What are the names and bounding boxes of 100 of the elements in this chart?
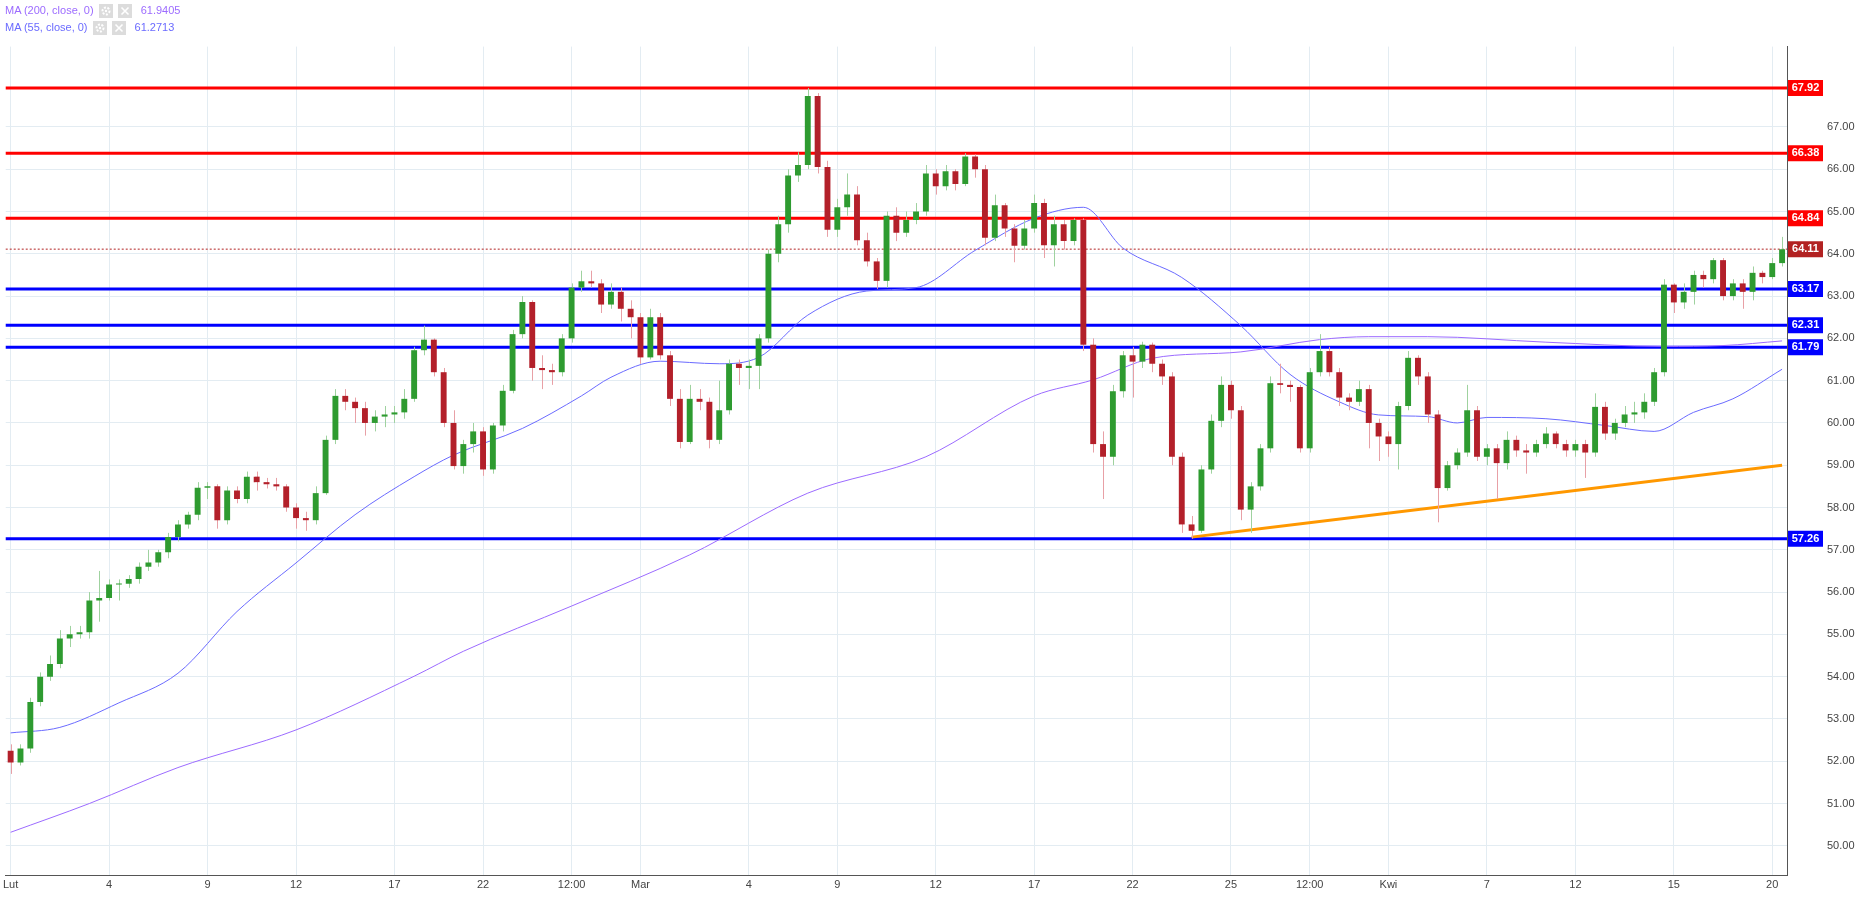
candlestick — [115, 578, 122, 602]
candlestick — [1247, 481, 1254, 534]
candlestick — [1779, 236, 1786, 267]
y-tick-label: 66.00 — [1827, 162, 1855, 175]
candlestick — [1287, 380, 1293, 403]
candlestick — [460, 439, 467, 475]
candlestick — [470, 422, 477, 454]
x-tick-label: Lut — [3, 878, 19, 891]
candlestick — [135, 561, 142, 585]
y-tick-label: 65.00 — [1827, 204, 1855, 217]
x-tick-label: 25 — [1224, 878, 1238, 891]
y-tick-label: 67.00 — [1827, 119, 1855, 132]
ref-line-label: 63.17 — [1791, 281, 1820, 294]
candlestick — [598, 278, 605, 314]
candlestick — [539, 354, 546, 390]
candlestick — [952, 168, 959, 191]
candlestick — [1326, 346, 1333, 377]
candlestick — [66, 625, 73, 648]
candlestick — [932, 168, 939, 196]
candlestick — [1542, 426, 1549, 449]
candlestick — [1050, 215, 1057, 267]
candlestick — [834, 198, 841, 238]
candlestick — [1513, 435, 1520, 458]
candlestick — [617, 287, 624, 322]
candlestick — [106, 578, 113, 602]
y-tick-label: 64.00 — [1827, 246, 1855, 259]
candlestick — [283, 483, 290, 513]
candlestick — [1001, 202, 1008, 238]
candlestick — [578, 270, 585, 293]
candlestick — [175, 519, 181, 542]
candlestick — [1493, 443, 1500, 500]
candlestick — [608, 282, 614, 310]
candlestick — [1454, 447, 1461, 470]
ref-line-label: 57.26 — [1791, 531, 1820, 544]
candlestick — [1621, 405, 1628, 428]
x-tick-label: 4 — [106, 878, 113, 891]
candlestick — [913, 202, 919, 225]
text: MA (200, close, 0) — [5, 3, 94, 18]
line-series — [10, 336, 1783, 833]
x-tick-label: 12 — [929, 878, 942, 891]
candlestick — [745, 359, 752, 390]
candlestick — [1680, 282, 1687, 310]
candlestick — [795, 151, 801, 183]
y-tick-label: 50.00 — [1827, 838, 1855, 851]
candlestick — [548, 363, 555, 386]
candlestick — [371, 409, 378, 432]
y-tick-label: 58.00 — [1827, 500, 1855, 513]
candlestick — [1159, 359, 1166, 386]
candlestick — [1277, 363, 1284, 394]
candlestick — [381, 405, 388, 428]
candlestick — [1641, 392, 1648, 420]
candlestick — [1739, 278, 1746, 310]
candlestick — [342, 388, 349, 411]
y-tick-label: 51.00 — [1827, 796, 1855, 809]
candlestick — [302, 511, 309, 532]
y-tick-label: 61.00 — [1827, 373, 1855, 386]
candlestick — [7, 743, 14, 775]
x-tick-label: 15 — [1667, 878, 1680, 891]
candlestick — [1139, 341, 1146, 369]
x-tick-label: 17 — [1028, 878, 1041, 891]
candlestick — [165, 532, 172, 559]
candlestick — [1149, 342, 1156, 373]
text: 61.9405 — [140, 3, 181, 18]
y-tick-label: 57.00 — [1827, 542, 1855, 555]
y-tick-label: 55.00 — [1827, 627, 1855, 640]
y-tick-label: 52.00 — [1827, 754, 1855, 767]
x-tick-label: 12 — [289, 878, 303, 891]
line-series — [10, 206, 1783, 734]
x-tick-label: 22 — [1126, 878, 1139, 891]
candlestick — [1483, 443, 1490, 466]
candlestick — [903, 211, 910, 238]
candlestick — [1021, 219, 1028, 251]
x-tick-label: 7 — [1483, 878, 1490, 891]
candlestick — [873, 257, 880, 290]
candlestick — [893, 206, 900, 242]
ref-line-label: 64.11 — [1792, 242, 1819, 255]
candlestick — [253, 471, 260, 492]
x-tick-label: Mar — [631, 878, 651, 891]
candlestick — [627, 299, 634, 339]
candlestick — [1523, 443, 1530, 475]
text: 61.2713 — [134, 20, 175, 35]
candlestick — [421, 325, 427, 356]
candlestick — [96, 570, 103, 623]
candlestick — [1611, 418, 1618, 441]
y-tick-label: 59.00 — [1827, 458, 1855, 471]
candlestick — [145, 549, 152, 572]
candlestick — [47, 655, 53, 682]
candlestick — [1670, 282, 1677, 314]
y-tick-label: 62.00 — [1827, 331, 1855, 344]
y-tick-label: 56.00 — [1827, 585, 1855, 598]
candlestick — [1710, 257, 1717, 284]
x-tick-label: 4 — [745, 878, 752, 891]
candlestick — [1100, 430, 1106, 500]
text: MA (55, close, 0) — [5, 20, 88, 35]
candlestick — [352, 397, 359, 424]
candlestick — [361, 401, 368, 437]
x-tick-label: 20 — [1766, 878, 1779, 891]
candlestick — [972, 153, 979, 179]
candlestick — [401, 388, 408, 420]
candlestick — [243, 471, 250, 504]
